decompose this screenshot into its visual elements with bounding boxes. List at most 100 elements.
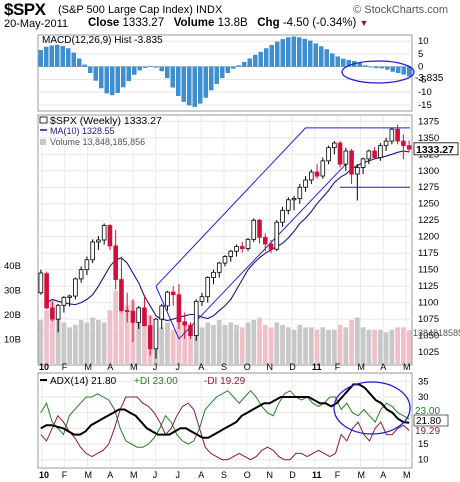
down-triangle-icon: ▼ [359,18,369,28]
price-y-tick-label: 1050 [418,331,439,342]
candle-body [55,304,61,320]
macd-hist-bar [319,46,324,67]
candle-body [61,296,67,306]
price-legend: $SPX (Weekly) 1333.27 MA(10) 1328.55 Vol… [39,115,162,147]
candle-body [274,221,280,250]
macd-panel: 10 5 0-5 -10 -15 MACD(12,26,9) Hist -3.835 -… [37,34,444,112]
macd-hist-bar [280,39,285,67]
adx-x-tick-label: A [380,470,386,480]
price-y-tick-label: 1150 [418,265,438,276]
macd-hist-bar [341,58,346,67]
candle-body [320,160,326,177]
legend-volume-swatch [40,139,46,145]
candle-body [199,296,205,302]
price-y-tick-label: 1025 [418,347,439,358]
candle-body [67,295,72,298]
volume-bar [303,327,308,364]
candle-body [165,291,170,307]
volume-bar [119,295,124,364]
candle-body [107,225,113,247]
ticker-symbol: $SPX [4,0,46,19]
candle-body [50,307,55,320]
macd-hist-bar [121,66,126,88]
volume-bar [193,324,199,364]
macd-hist-bar [363,65,368,67]
volume-bar [395,327,400,364]
volume-bar [176,317,182,364]
candle-body [182,321,188,326]
candle-body [38,272,44,294]
macd-hist-bar [77,58,82,67]
price-x-tick-label: J [153,362,158,372]
candle-body [280,209,285,223]
price-x-tick-label: M [358,362,366,372]
price-panel: 1375135013251300127512501225120011751150… [4,114,460,372]
macd-hist-bar [203,66,208,98]
macd-hist-bar [324,49,329,67]
adx-last-labels: 23.00 21.80 19.29 [413,406,449,437]
macd-y-tick-label: -15 [418,100,432,111]
macd-hist-bar [137,66,142,71]
ma-legend: MA(10) 1328.55 [50,126,115,136]
adx-last: 21.80 [416,416,441,427]
volume-bar [113,290,119,364]
macd-hist-bar [247,58,252,67]
macd-hist-bar [258,51,263,67]
macd-hist-bar [390,66,395,72]
volume-bar [107,310,113,364]
volume-bar [274,322,280,364]
macd-hist-bar [192,66,197,107]
macd-hist-bar [302,38,307,67]
volume-y-tick-label: 10B [4,335,21,346]
volume-bar [291,329,297,364]
volume-bar [101,322,107,364]
candle-body [96,239,101,243]
price-y-tick-label: 1275 [418,182,439,193]
candle-body [291,198,297,201]
macd-hist-bar [379,66,384,69]
volume-bar [182,322,188,364]
volume-bar [170,329,176,364]
volume-bar [239,327,245,364]
volume-bar [136,320,142,364]
candle-body [159,305,165,320]
macd-y-tick-label: 10 [418,36,429,47]
price-x-tick-label: F [335,362,341,372]
macd-hist-bar [286,37,291,67]
volume-right-label: 13848185856 [413,328,460,338]
adx-x-tick-label: 11 [312,470,322,480]
candle-body [153,318,159,350]
candle-body [228,250,234,257]
minus-di-last: 19.29 [415,426,440,437]
macd-hist-bar [93,66,98,81]
candle-body [44,273,49,309]
candle-body [262,236,268,245]
adx-x-tick-label: S [221,470,227,480]
adx-line [40,383,410,439]
volume-bar [78,320,84,364]
candle-body [245,238,251,249]
macd-y-tick-label: 5 [418,49,423,60]
candle-body [84,259,90,271]
plus-di-line [40,389,410,448]
volume-bar [96,320,101,364]
macd-hist-bar [104,66,109,94]
candle-body [251,219,257,240]
candle-body [349,150,354,175]
macd-hist-bar [49,45,54,67]
volume-bar [377,329,383,364]
volume-bar [159,327,165,364]
candle-body [268,243,274,250]
candle-body [193,300,199,337]
adx-x-tick-label: M [85,470,93,480]
candle-body [73,278,78,297]
price-x-tick-label: J [176,362,181,372]
volume-bar [38,320,44,364]
stockcharts-watermark[interactable]: © StockCharts.com [353,4,448,16]
volume-bar [234,324,239,364]
volume-bar [199,327,205,364]
price-x-tick-label: 11 [312,362,322,372]
candle-body [257,219,262,238]
candle-body [355,167,360,175]
candle-body [176,294,182,323]
